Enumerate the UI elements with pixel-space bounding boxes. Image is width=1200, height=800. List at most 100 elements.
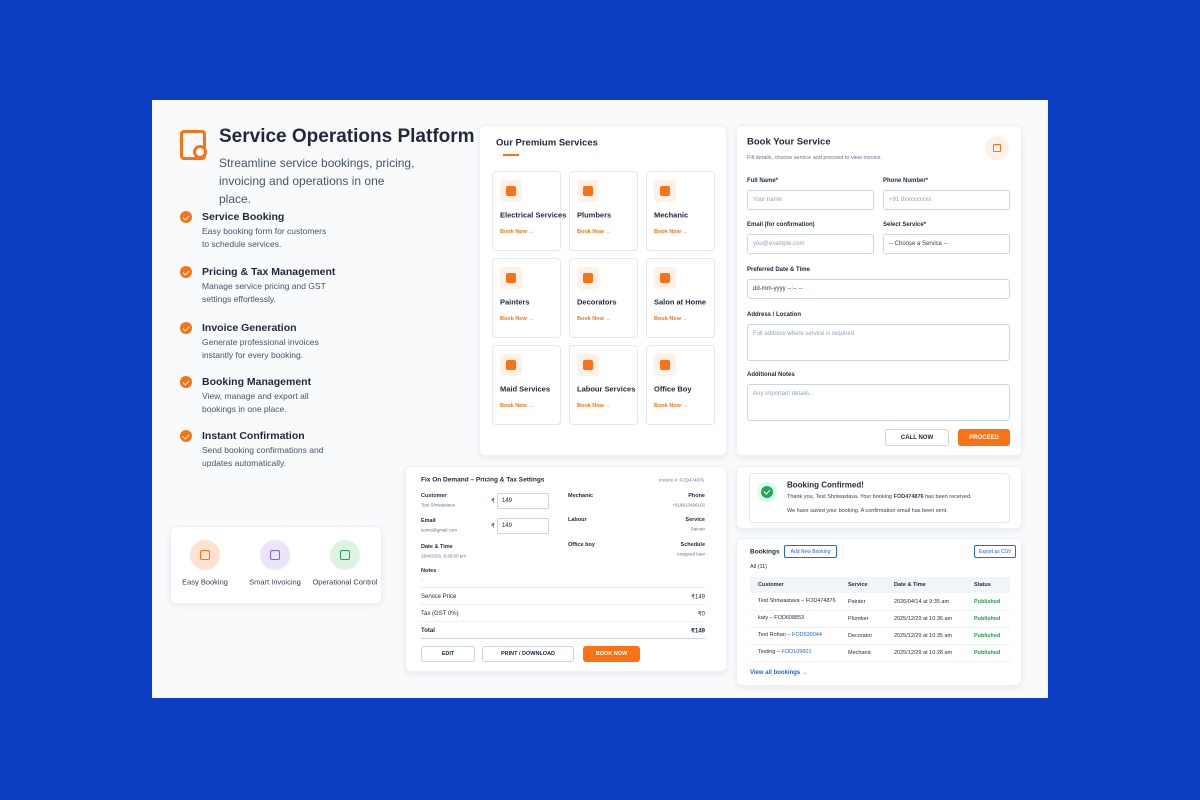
status-cell: Published — [974, 650, 1001, 656]
view-all-link[interactable]: View all bookings → — [750, 670, 808, 676]
service-name: Painters — [500, 297, 530, 307]
highlight-glyph — [340, 550, 350, 560]
detail-value: - — [421, 577, 423, 583]
field-label: Preferred Date & Time — [747, 267, 810, 273]
confirmation-title: Booking Confirmed! — [787, 480, 864, 490]
input-field[interactable] — [747, 279, 1010, 299]
page-title: Service Operations Platform — [219, 126, 475, 147]
calendar-icon — [985, 136, 1009, 160]
service-glyph — [660, 186, 670, 196]
customer-name: Test Rohan – — [758, 632, 791, 638]
status-cell: Published — [974, 633, 1001, 639]
book-now-link[interactable]: Book Now → — [654, 316, 688, 322]
service-name: Decorators — [577, 297, 617, 307]
divider — [421, 621, 705, 622]
role-label: Office boy — [568, 542, 595, 548]
divider — [421, 604, 705, 605]
detail-label: Date & Time — [421, 544, 453, 550]
input-field[interactable] — [747, 384, 1010, 421]
button-label: Export as CSV — [978, 548, 1012, 555]
service-tile[interactable] — [646, 171, 715, 251]
column-header: Service — [848, 582, 868, 588]
detail-value: some@gmail.com — [421, 527, 458, 533]
title-underline — [503, 154, 519, 156]
placeholder: Your name — [753, 197, 782, 203]
filter-label: All (11) — [750, 564, 768, 570]
highlight-glyph — [200, 550, 210, 560]
detail-label: Customer — [421, 493, 447, 499]
detail-label: Notes — [421, 568, 437, 574]
row-divider — [750, 610, 1010, 611]
invoice-button[interactable] — [583, 646, 640, 662]
input-field[interactable] — [883, 234, 1010, 254]
placeholder: Full address where service is required — [753, 331, 855, 337]
check-icon — [180, 322, 192, 334]
detail-value: Painter — [690, 526, 705, 532]
summary-value: ₹149 — [691, 594, 705, 601]
invoice-number: Invoice #: FOD474876 — [658, 477, 704, 483]
confirmation-box — [749, 473, 1010, 523]
price-input[interactable] — [497, 518, 549, 534]
export-button[interactable] — [974, 545, 1016, 558]
proceed-button[interactable] — [958, 429, 1010, 446]
customer-cell: katy – FOD608853 — [758, 615, 846, 623]
book-now-link[interactable]: Book Now → — [500, 229, 534, 235]
service-cell: Painter — [848, 599, 866, 605]
invoice-card — [405, 466, 727, 672]
feature-description: Manage service pricing and GST settings … — [202, 281, 326, 304]
table-header — [750, 577, 1010, 593]
check-icon — [180, 211, 192, 223]
service-glyph — [583, 273, 593, 283]
customer-cell: Test Rohan – FOD539044 — [758, 632, 846, 640]
booking-id: FOD474876 — [893, 494, 924, 500]
book-now-link[interactable]: Book Now → — [654, 229, 688, 235]
check-icon — [180, 430, 192, 442]
service-cell: Decorator — [848, 633, 873, 639]
book-now-link[interactable]: Book Now → — [500, 403, 534, 409]
highlight-label: Easy Booking — [182, 577, 228, 587]
column-header: Status — [974, 582, 991, 588]
logo-gear — [193, 145, 207, 159]
summary-label: Tax (GST 0%) — [421, 611, 459, 617]
service-name: Plumbers — [577, 210, 612, 220]
services-title: Our Premium Services — [496, 137, 598, 149]
book-now-link[interactable]: Book Now → — [654, 403, 688, 409]
book-now-link[interactable]: Book Now → — [577, 316, 611, 322]
detail-value: Test Shriwastava — [421, 502, 456, 508]
column-header: Date & Time — [894, 582, 926, 588]
message-text: Thank you, Test Shriwastava. Your bookin… — [787, 494, 893, 500]
customer-name: Test Shriwastava – — [758, 598, 805, 604]
service-cell: Plumber — [848, 616, 869, 622]
add-booking-button[interactable] — [784, 545, 837, 558]
book-now-link[interactable]: Book Now → — [577, 403, 611, 409]
feature-title: Instant Confirmation — [202, 430, 305, 442]
book-now-link[interactable]: Book Now → — [577, 229, 611, 235]
date-cell: 2025/12/29 at 10:36 am — [894, 616, 953, 622]
row-divider — [750, 644, 1010, 645]
input-field[interactable] — [883, 190, 1010, 210]
input-field[interactable] — [747, 324, 1010, 361]
summary-value: ₹0 — [697, 611, 705, 618]
field-label: Email (for confirmation) — [747, 222, 815, 228]
button-label: PRINT / DOWNLOAD — [500, 651, 556, 657]
invoice-button[interactable] — [482, 646, 574, 662]
booking-id: FOD109601 — [781, 649, 812, 655]
invoice-button[interactable] — [421, 646, 475, 662]
booking-id: FOD474876 — [805, 598, 836, 604]
input-field[interactable] — [747, 190, 874, 210]
page-subtitle: Streamline service bookings, pricing, in… — [219, 156, 415, 206]
price-input[interactable] — [497, 493, 549, 509]
price-value: 149 — [502, 523, 513, 529]
detail-value: +918613496102 — [672, 502, 705, 508]
call-button[interactable] — [885, 429, 949, 446]
detail-label: Email — [421, 518, 436, 524]
book-now-link[interactable]: Book Now → — [500, 316, 534, 322]
field-label: Phone Number* — [883, 178, 929, 184]
input-field[interactable] — [747, 234, 874, 254]
divider — [421, 638, 705, 639]
role-label: Labour — [568, 517, 587, 523]
detail-value: Assigned later — [676, 551, 705, 557]
button-label: BOOK NOW — [595, 651, 628, 657]
highlight-label: Operational Control — [312, 577, 378, 587]
button-label: Add New Booking — [790, 548, 831, 555]
